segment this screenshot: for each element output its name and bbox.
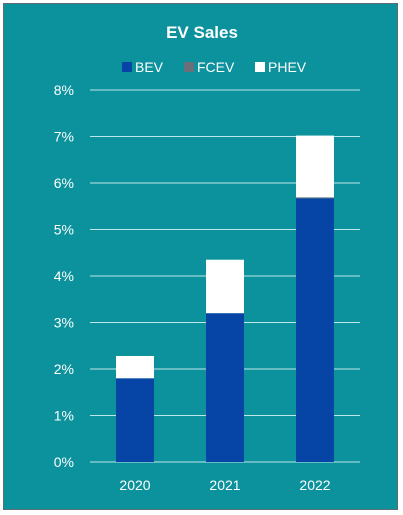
legend-label: PHEV xyxy=(268,59,307,75)
legend-swatch-phev xyxy=(255,62,265,72)
y-tick-label: 2% xyxy=(54,361,74,377)
legend-label: FCEV xyxy=(197,59,235,75)
chart-title: EV Sales xyxy=(166,23,238,42)
y-tick-label: 5% xyxy=(54,222,74,238)
bar-bev-2020 xyxy=(116,378,154,462)
y-tick-label: 7% xyxy=(54,129,74,145)
bar-fcev-2022 xyxy=(296,197,334,199)
bar-phev-2021 xyxy=(206,259,244,314)
y-tick-label: 0% xyxy=(54,454,74,470)
legend-swatch-bev xyxy=(122,62,132,72)
y-tick-label: 4% xyxy=(54,268,74,284)
x-axis-ticks: 2020 2021 2022 xyxy=(119,477,330,493)
bars xyxy=(116,135,334,462)
y-tick-label: 3% xyxy=(54,315,74,331)
x-tick-label: 2021 xyxy=(209,477,240,493)
legend-item: BEV xyxy=(122,59,164,75)
bar-phev-2020 xyxy=(116,355,154,379)
bar-bev-2022 xyxy=(296,198,334,462)
legend-label: BEV xyxy=(135,59,164,75)
x-tick-label: 2020 xyxy=(119,477,150,493)
y-tick-label: 8% xyxy=(54,82,74,98)
bar-phev-2022 xyxy=(296,135,334,198)
y-tick-label: 1% xyxy=(54,408,74,424)
bar-bev-2021 xyxy=(206,313,244,462)
y-tick-label: 6% xyxy=(54,175,74,191)
y-axis-ticks: 0% 1% 2% 3% 4% 5% 6% 7% 8% xyxy=(54,82,74,470)
legend-swatch-fcev xyxy=(184,62,194,72)
legend-item: PHEV xyxy=(255,59,307,75)
legend: BEV FCEV PHEV xyxy=(122,59,307,75)
legend-item: FCEV xyxy=(184,59,235,75)
x-tick-label: 2022 xyxy=(299,477,330,493)
